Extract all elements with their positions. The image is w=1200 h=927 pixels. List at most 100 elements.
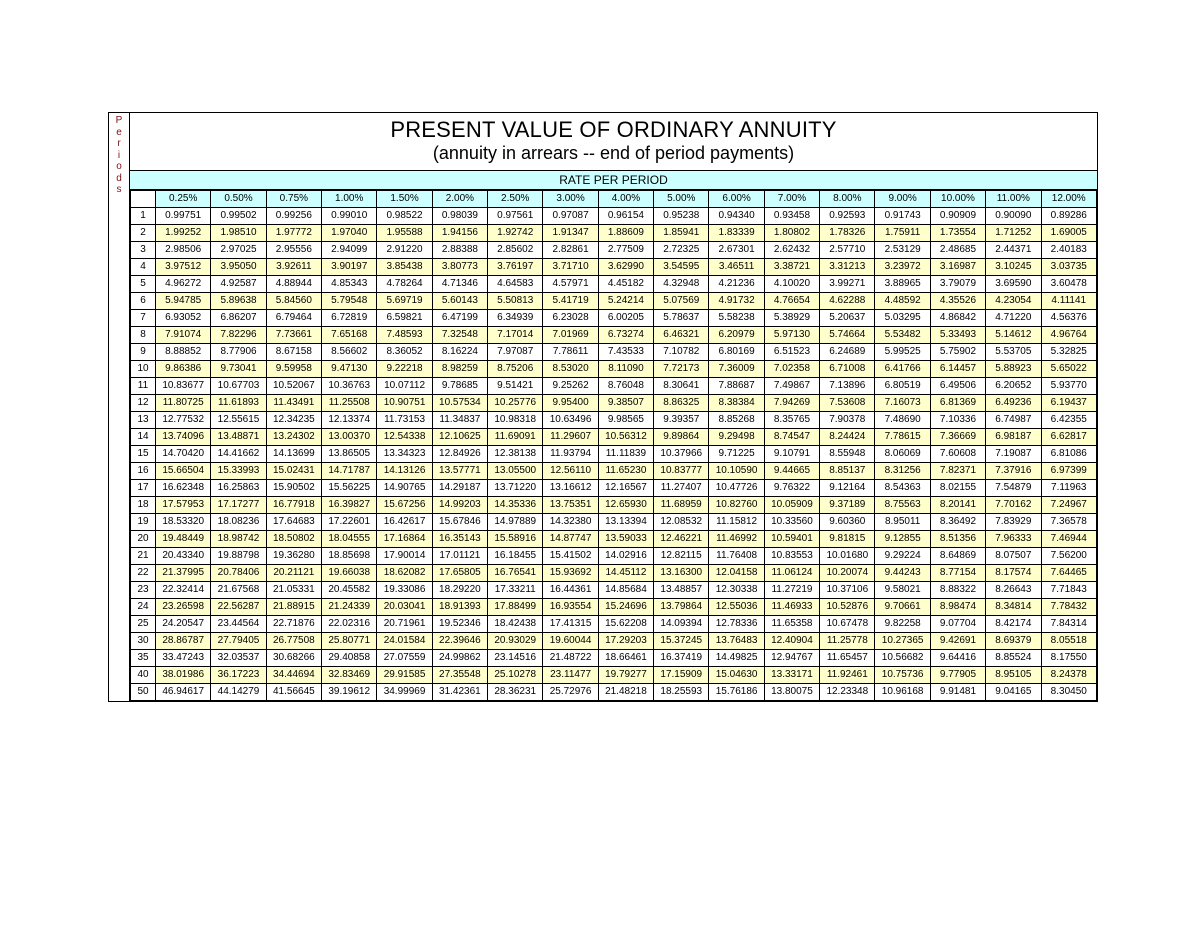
value-cell: 9.29498 <box>709 429 764 446</box>
value-cell: 7.01969 <box>543 327 598 344</box>
value-cell: 13.71220 <box>488 480 543 497</box>
value-cell: 0.96154 <box>598 208 653 225</box>
value-cell: 17.15909 <box>654 667 709 684</box>
value-cell: 8.02155 <box>930 480 985 497</box>
rate-column-header: 1.50% <box>377 191 432 208</box>
value-cell: 24.01584 <box>377 633 432 650</box>
value-cell: 11.46992 <box>709 531 764 548</box>
value-cell: 5.88923 <box>986 361 1041 378</box>
value-cell: 9.70661 <box>875 599 930 616</box>
value-cell: 8.56602 <box>322 344 377 361</box>
value-cell: 10.57534 <box>432 395 487 412</box>
value-cell: 8.76048 <box>598 378 653 395</box>
value-cell: 16.35143 <box>432 531 487 548</box>
value-cell: 6.73274 <box>598 327 653 344</box>
value-cell: 5.03295 <box>875 310 930 327</box>
value-cell: 2.48685 <box>930 242 985 259</box>
value-cell: 0.99502 <box>211 208 266 225</box>
value-cell: 14.13699 <box>266 446 321 463</box>
value-cell: 6.72819 <box>322 310 377 327</box>
value-cell: 23.44564 <box>211 616 266 633</box>
value-cell: 8.98474 <box>930 599 985 616</box>
value-cell: 7.88687 <box>709 378 764 395</box>
value-cell: 16.44361 <box>543 582 598 599</box>
rate-column-header: 6.00% <box>709 191 764 208</box>
value-cell: 18.42438 <box>488 616 543 633</box>
value-cell: 7.17014 <box>488 327 543 344</box>
value-cell: 1.83339 <box>709 225 764 242</box>
value-cell: 9.78685 <box>432 378 487 395</box>
table-head: 0.25%0.50%0.75%1.00%1.50%2.00%2.50%3.00%… <box>131 191 1097 208</box>
value-cell: 14.29187 <box>432 480 487 497</box>
value-cell: 12.56110 <box>543 463 598 480</box>
periods-label-letter: i <box>118 150 120 162</box>
value-cell: 8.36052 <box>377 344 432 361</box>
value-cell: 9.76322 <box>764 480 819 497</box>
period-cell: 5 <box>131 276 156 293</box>
value-cell: 10.59401 <box>764 531 819 548</box>
page-root: Periods PRESENT VALUE OF ORDINARY ANNUIT… <box>0 0 1200 927</box>
value-cell: 16.77918 <box>266 497 321 514</box>
value-cell: 7.82296 <box>211 327 266 344</box>
value-cell: 4.62288 <box>820 293 875 310</box>
value-cell: 14.87747 <box>543 531 598 548</box>
period-cell: 20 <box>131 531 156 548</box>
table-row: 87.910747.822967.736617.651687.485937.32… <box>131 327 1097 344</box>
value-cell: 8.85137 <box>820 463 875 480</box>
value-cell: 13.48857 <box>654 582 709 599</box>
value-cell: 12.04158 <box>709 565 764 582</box>
value-cell: 2.82861 <box>543 242 598 259</box>
rate-column-header: 4.00% <box>598 191 653 208</box>
value-cell: 7.43533 <box>598 344 653 361</box>
value-cell: 0.98522 <box>377 208 432 225</box>
value-cell: 6.49506 <box>930 378 985 395</box>
value-cell: 14.71787 <box>322 463 377 480</box>
value-cell: 10.01680 <box>820 548 875 565</box>
value-cell: 5.50813 <box>488 293 543 310</box>
value-cell: 8.88322 <box>930 582 985 599</box>
value-cell: 9.12164 <box>820 480 875 497</box>
value-cell: 8.24378 <box>1041 667 1097 684</box>
value-cell: 7.60608 <box>930 446 985 463</box>
period-cell: 12 <box>131 395 156 412</box>
value-cell: 10.98318 <box>488 412 543 429</box>
table-row: 1413.7409613.4887113.2430213.0037012.543… <box>131 429 1097 446</box>
value-cell: 17.90014 <box>377 548 432 565</box>
value-cell: 5.60143 <box>432 293 487 310</box>
value-cell: 4.57971 <box>543 276 598 293</box>
table-row: 2524.2054723.4456422.7187622.0231620.719… <box>131 616 1097 633</box>
value-cell: 2.67301 <box>709 242 764 259</box>
value-cell: 19.48449 <box>156 531 211 548</box>
value-cell: 13.34323 <box>377 446 432 463</box>
value-cell: 14.90765 <box>377 480 432 497</box>
value-cell: 11.25508 <box>322 395 377 412</box>
value-cell: 3.23972 <box>875 259 930 276</box>
value-cell: 17.29203 <box>598 633 653 650</box>
value-cell: 6.34939 <box>488 310 543 327</box>
rate-column-header: 5.00% <box>654 191 709 208</box>
value-cell: 12.55615 <box>211 412 266 429</box>
value-cell: 10.27365 <box>875 633 930 650</box>
value-cell: 3.16987 <box>930 259 985 276</box>
table-row: 1918.5332018.0823617.6468317.2260116.426… <box>131 514 1097 531</box>
value-cell: 15.37245 <box>654 633 709 650</box>
value-cell: 11.69091 <box>488 429 543 446</box>
value-cell: 19.52346 <box>432 616 487 633</box>
value-cell: 30.68266 <box>266 650 321 667</box>
table-row: 1312.7753212.5561512.3423512.1337411.731… <box>131 412 1097 429</box>
value-cell: 8.31256 <box>875 463 930 480</box>
value-cell: 18.53320 <box>156 514 211 531</box>
period-cell: 18 <box>131 497 156 514</box>
value-cell: 11.46933 <box>764 599 819 616</box>
value-cell: 6.81086 <box>1041 446 1097 463</box>
value-cell: 0.99751 <box>156 208 211 225</box>
value-cell: 25.72976 <box>543 684 598 701</box>
periods-spacer <box>109 202 129 701</box>
value-cell: 46.94617 <box>156 684 211 701</box>
value-cell: 10.10590 <box>709 463 764 480</box>
value-cell: 7.10336 <box>930 412 985 429</box>
value-cell: 9.04165 <box>986 684 1041 701</box>
value-cell: 11.34837 <box>432 412 487 429</box>
value-cell: 1.95588 <box>377 225 432 242</box>
value-cell: 5.24214 <box>598 293 653 310</box>
